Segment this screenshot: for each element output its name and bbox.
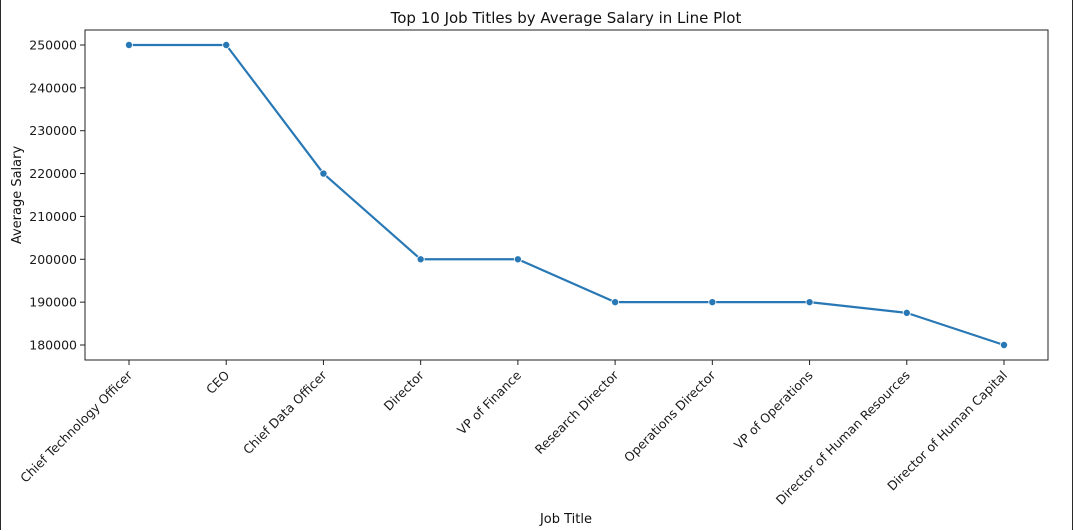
x-tick-label: Research Director	[532, 367, 622, 457]
y-tick-label: 220000	[29, 166, 77, 181]
series-line	[129, 43, 1005, 347]
plot-area: 180000 190000 200000 210000 220000 230000 2400…	[17, 29, 1049, 508]
data-point	[319, 169, 328, 178]
y-tick-label: 240000	[29, 80, 77, 95]
y-tick-label: 200000	[29, 252, 77, 267]
x-axis-label: Job Title	[539, 512, 592, 527]
x-tick-label: Chief Technology Officer	[17, 367, 136, 486]
y-axis-label: Average Salary	[10, 146, 25, 245]
x-tick-label: CEO	[203, 367, 232, 396]
y-tick-label: 250000	[29, 38, 77, 53]
data-point	[611, 298, 620, 307]
x-tick-label: VP of Operations	[731, 368, 816, 453]
x-tick-label: Chief Data Officer	[240, 367, 330, 457]
y-tick-label: 190000	[29, 295, 77, 310]
data-point	[708, 298, 717, 307]
plot-frame	[84, 29, 1049, 361]
data-point	[125, 41, 134, 50]
data-point	[513, 255, 522, 264]
data-point	[222, 41, 231, 50]
y-tick-label: 180000	[29, 338, 77, 353]
chart-title: Top 10 Job Titles by Average Salary in L…	[390, 9, 742, 27]
x-tick-label: VP of Finance	[454, 367, 524, 437]
x-tick-label: Director	[381, 367, 428, 414]
data-point	[902, 308, 911, 317]
y-tick-label: 230000	[29, 123, 77, 138]
data-point	[416, 255, 425, 264]
data-point	[805, 298, 814, 307]
y-tick-label: 210000	[29, 209, 77, 224]
x-tick-label: Operations Director	[621, 367, 719, 465]
data-point	[1000, 340, 1009, 349]
